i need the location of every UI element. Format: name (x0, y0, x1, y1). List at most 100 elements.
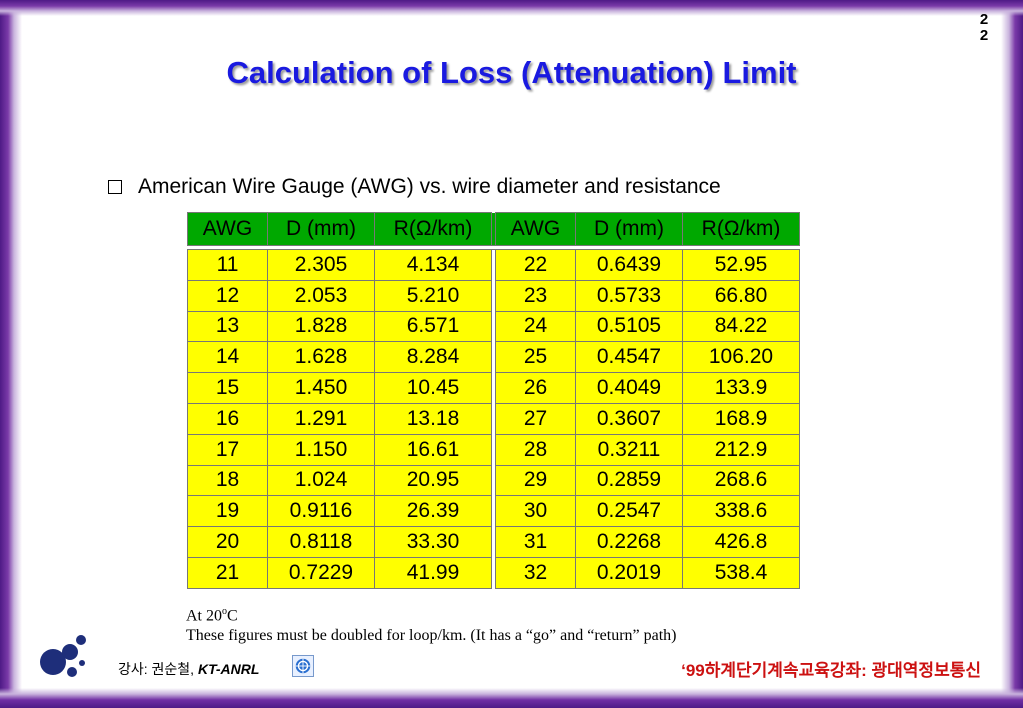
table-cell: 1.450 (267, 372, 375, 404)
table-header-row: AWG D (mm) R(Ω/km) AWG D (mm) R(Ω/km) (187, 212, 800, 246)
temperature-prefix: At 20 (186, 607, 222, 625)
table-cell: 16.61 (374, 433, 492, 466)
table-cell: 1.828 (267, 310, 375, 343)
table-header-cell: D (mm) (267, 212, 375, 246)
table-cell: 0.8118 (267, 526, 375, 558)
table-cell: 13.18 (374, 402, 492, 435)
table-cell: 1.150 (267, 433, 375, 466)
table-cell: 20 (187, 526, 268, 558)
degree-sup: o (222, 606, 227, 617)
bullet-item: American Wire Gauge (AWG) vs. wire diame… (108, 174, 721, 200)
table-cell: 13 (187, 310, 268, 343)
table-cell: 14 (187, 341, 268, 374)
table-cell: 41.99 (374, 556, 492, 589)
table-row: 14 1.628 8.284 25 0.4547 106.20 (187, 341, 800, 374)
table-cell: 0.3607 (575, 402, 683, 435)
temperature-note: At 20oC (186, 602, 677, 626)
table-cell: 0.4547 (575, 341, 683, 374)
table-row: 11 2.305 4.134 22 0.6439 52.95 (187, 249, 800, 281)
table-cell: 1.291 (267, 402, 375, 435)
slide-frame-top (0, 0, 1023, 16)
table-cell: 19 (187, 495, 268, 528)
page-number-digit: 2 (979, 11, 989, 28)
table-cell: 84.22 (682, 310, 800, 343)
table-cell: 24 (495, 310, 576, 343)
table-cell: 27 (495, 402, 576, 435)
table-cell: 11 (187, 249, 268, 281)
table-cell: 338.6 (682, 495, 800, 528)
table-row: 13 1.828 6.571 24 0.5105 84.22 (187, 310, 800, 343)
checkbox-bullet-icon (108, 180, 122, 194)
table-cell: 2.053 (267, 279, 375, 312)
bullet-text: American Wire Gauge (AWG) vs. wire diame… (138, 175, 721, 198)
slide-frame-bottom (0, 688, 1023, 708)
table-header-cell: AWG (495, 212, 576, 246)
table-cell: 2.305 (267, 249, 375, 281)
table-cell: 0.6439 (575, 249, 683, 281)
table-row: 21 0.7229 41.99 32 0.2019 538.4 (187, 556, 800, 589)
table-cell: 8.284 (374, 341, 492, 374)
dots-logo-icon (40, 635, 86, 677)
table-row: 20 0.8118 33.30 31 0.2268 426.8 (187, 526, 800, 558)
table-cell: 133.9 (682, 372, 800, 404)
table-cell: 5.210 (374, 279, 492, 312)
loop-note: These figures must be doubled for loop/k… (186, 627, 677, 645)
table-row-gap (187, 245, 800, 250)
table-cell: 31 (495, 526, 576, 558)
table-cell: 0.5733 (575, 279, 683, 312)
table-cell: 106.20 (682, 341, 800, 374)
table-cell: 23 (495, 279, 576, 312)
table-cell: 168.9 (682, 402, 800, 435)
lecturer-name: 강사: 권순철, (118, 661, 198, 677)
slide-title: Calculation of Loss (Attenuation) Limit (226, 55, 797, 90)
table-cell: 0.2859 (575, 464, 683, 497)
table-cell: 0.2547 (575, 495, 683, 528)
table-cell: 212.9 (682, 433, 800, 466)
page-number-digit: 2 (979, 27, 989, 44)
table-row: 19 0.9116 26.39 30 0.2547 338.6 (187, 495, 800, 528)
table-cell: 26 (495, 372, 576, 404)
table-cell: 12 (187, 279, 268, 312)
table-cell: 66.80 (682, 279, 800, 312)
table-cell: 33.30 (374, 526, 492, 558)
table-cell: 15 (187, 372, 268, 404)
table-row: 15 1.450 10.45 26 0.4049 133.9 (187, 372, 800, 404)
table-cell: 28 (495, 433, 576, 466)
course-title: ‘99하계단기계속교육강좌: 광대역정보통신 (681, 661, 981, 680)
kt-emblem-icon (292, 655, 314, 677)
table-row: 17 1.150 16.61 28 0.3211 212.9 (187, 433, 800, 466)
table-cell: 30 (495, 495, 576, 528)
table-cell: 21 (187, 556, 268, 589)
table-cell: 29 (495, 464, 576, 497)
table-cell: 6.571 (374, 310, 492, 343)
lecturer-credit: 강사: 권순철, KT-ANRL (118, 659, 259, 679)
notes: At 20oC These figures must be doubled fo… (186, 602, 677, 646)
table-cell: 0.5105 (575, 310, 683, 343)
table-cell: 426.8 (682, 526, 800, 558)
table-cell: 0.2019 (575, 556, 683, 589)
table-cell: 1.628 (267, 341, 375, 374)
table-cell: 16 (187, 402, 268, 435)
table-cell: 32 (495, 556, 576, 589)
table-cell: 0.4049 (575, 372, 683, 404)
lecturer-org: KT-ANRL (197, 661, 260, 677)
table-gap-cell (187, 245, 800, 250)
table-cell: 0.2268 (575, 526, 683, 558)
table-header-cell: R(Ω/km) (374, 212, 492, 246)
temperature-unit: C (227, 607, 238, 625)
table-header-cell: D (mm) (575, 212, 683, 246)
table-cell: 0.7229 (267, 556, 375, 589)
table-cell: 10.45 (374, 372, 492, 404)
table-row: 18 1.024 20.95 29 0.2859 268.6 (187, 464, 800, 497)
table-cell: 17 (187, 433, 268, 466)
table-cell: 1.024 (267, 464, 375, 497)
table-cell: 18 (187, 464, 268, 497)
table-header-cell: AWG (187, 212, 268, 246)
table-cell: 22 (495, 249, 576, 281)
table-cell: 0.9116 (267, 495, 375, 528)
table-cell: 26.39 (374, 495, 492, 528)
table-row: 16 1.291 13.18 27 0.3607 168.9 (187, 402, 800, 435)
table-cell: 20.95 (374, 464, 492, 497)
table-cell: 4.134 (374, 249, 492, 281)
table-header-cell: R(Ω/km) (682, 212, 800, 246)
